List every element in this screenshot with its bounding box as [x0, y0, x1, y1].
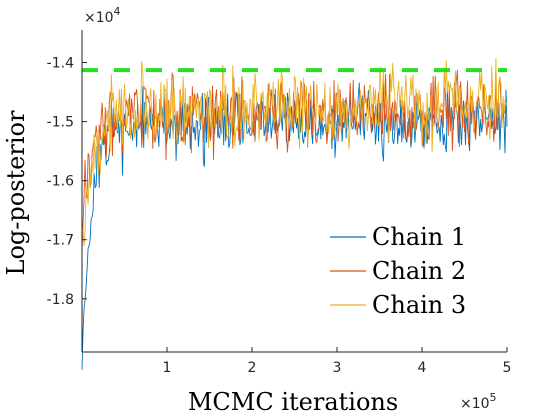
legend-label-2: Chain 2	[372, 257, 466, 285]
x-tick-label: 4	[418, 360, 427, 376]
y-axis-label: Log-posterior	[2, 110, 30, 275]
y-tick-label: -1.4	[47, 55, 74, 71]
x-multiplier: ×105	[460, 391, 497, 412]
legend-label-3: Chain 3	[372, 291, 466, 319]
legend: Chain 1 Chain 2 Chain 3	[330, 223, 466, 319]
legend-label-1: Chain 1	[372, 223, 466, 251]
y-tick-label: -1.7	[47, 233, 74, 249]
x-axis-label: MCMC iterations	[188, 388, 398, 416]
series-line-3	[81, 57, 508, 246]
ticks: -1.8 -1.7 -1.6 -1.5 -1.4 1 2 3 4 5	[47, 55, 512, 376]
series-line-1	[81, 82, 508, 370]
y-tick-label: -1.8	[47, 292, 74, 308]
x-tick-label: 3	[333, 360, 342, 376]
y-tick-label: -1.5	[47, 115, 74, 131]
x-tick-label: 2	[248, 360, 257, 376]
x-tick-label: 1	[163, 360, 172, 376]
y-tick-label: -1.6	[47, 174, 74, 190]
series-layer	[81, 57, 508, 370]
x-tick-label: 5	[503, 360, 512, 376]
y-multiplier: ×104	[84, 5, 121, 26]
